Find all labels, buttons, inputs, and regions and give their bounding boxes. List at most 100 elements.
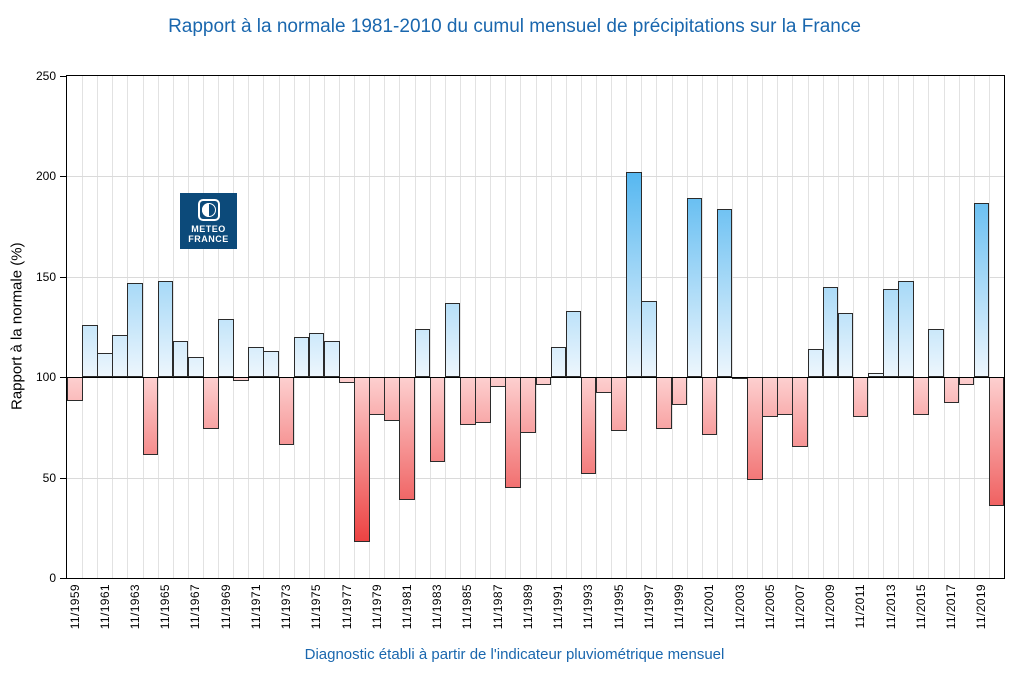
y-axis-tick [60, 377, 66, 379]
x-tick-label: 11/1997 [641, 584, 656, 630]
y-tick-label: 100 [35, 370, 56, 385]
vertical-gridline [852, 76, 854, 578]
bar-1978 [354, 377, 370, 542]
x-tick-label: 11/1973 [279, 584, 294, 630]
y-axis-tick [60, 276, 66, 278]
x-tick-label: 11/1977 [339, 584, 354, 630]
bar-1982 [414, 329, 431, 378]
vertical-gridline [399, 76, 401, 578]
bar-1969 [218, 318, 234, 378]
x-tick-label: 11/1981 [400, 584, 415, 630]
bar-2016 [928, 329, 945, 378]
vertical-gridline [747, 76, 749, 578]
vertical-gridline [792, 76, 794, 578]
vertical-gridline [142, 76, 144, 578]
x-tick-label: 11/2001 [702, 584, 717, 630]
x-tick-label: 11/1991 [551, 584, 566, 630]
bar-1959 [67, 377, 83, 402]
bar-2001 [701, 377, 718, 436]
vertical-gridline [671, 76, 673, 578]
bar-1987 [490, 377, 506, 388]
vertical-gridline [308, 76, 310, 578]
vertical-gridline [97, 76, 99, 578]
vertical-gridline [731, 76, 733, 578]
bar-1964 [142, 377, 159, 456]
horizontal-gridline [67, 176, 1004, 178]
bar-2012 [867, 373, 884, 378]
vertical-gridline [958, 76, 960, 578]
vertical-gridline [913, 76, 915, 578]
baseline-100 [67, 377, 1004, 379]
x-tick-label: 11/2009 [823, 584, 838, 630]
bar-1974 [293, 337, 310, 378]
bar-1975 [308, 333, 325, 378]
bar-2018 [958, 377, 975, 386]
y-tick-label: 150 [35, 269, 56, 284]
vertical-gridline [475, 76, 477, 578]
plot-area: METEO FRANCE [66, 75, 1005, 579]
bar-1966 [172, 341, 189, 378]
bar-1988 [505, 377, 521, 488]
vertical-gridline [429, 76, 431, 578]
vertical-gridline [339, 76, 341, 578]
x-tick-label: 11/1999 [672, 584, 687, 630]
x-tick-label: 11/1969 [218, 584, 233, 630]
vertical-gridline [520, 76, 522, 578]
bar-2014 [898, 280, 914, 378]
bar-2006 [777, 377, 793, 416]
bar-1985 [459, 377, 476, 426]
x-tick-label: 11/2011 [853, 584, 868, 629]
bar-1971 [248, 347, 264, 378]
vertical-gridline [278, 76, 280, 578]
vertical-gridline [414, 76, 416, 578]
bar-1994 [595, 377, 612, 394]
vertical-gridline [928, 76, 930, 578]
x-tick-label: 11/1975 [309, 584, 324, 630]
bar-1999 [671, 377, 688, 406]
bar-1984 [444, 302, 461, 378]
horizontal-gridline [67, 276, 1004, 278]
vertical-gridline [988, 76, 990, 578]
x-tick-label: 11/1965 [158, 584, 173, 630]
bar-1979 [369, 377, 385, 416]
x-tick-label: 11/1987 [490, 584, 505, 630]
bar-1983 [429, 377, 446, 462]
bar-2015 [913, 377, 929, 416]
logo-text-line1: METEO [191, 223, 226, 234]
x-tick-label: 11/2003 [732, 584, 747, 630]
x-tick-label: 11/1971 [248, 584, 263, 630]
bar-1963 [127, 282, 144, 378]
x-tick-label: 11/1983 [430, 584, 445, 630]
vertical-gridline [595, 76, 597, 578]
x-tick-label: 11/2007 [792, 584, 807, 630]
x-tick-label: 11/1995 [611, 584, 626, 630]
x-tick-label: 11/1985 [460, 584, 475, 630]
bar-1990 [535, 377, 552, 386]
vertical-gridline [172, 76, 174, 578]
vertical-gridline [369, 76, 371, 578]
bar-1993 [580, 377, 597, 474]
bar-1991 [550, 347, 567, 378]
vertical-gridline [777, 76, 779, 578]
bar-2010 [837, 312, 854, 378]
y-axis-tick [60, 176, 66, 178]
bar-1986 [475, 377, 491, 424]
x-tick-label: 11/2017 [944, 584, 959, 630]
chart-title: Rapport à la normale 1981-2010 du cumul … [168, 16, 861, 37]
x-tick-label: 11/1967 [188, 584, 203, 630]
vertical-gridline [263, 76, 265, 578]
y-tick-label: 50 [42, 470, 56, 485]
x-tick-label: 11/1963 [128, 584, 142, 630]
vertical-gridline [611, 76, 613, 578]
vertical-gridline [867, 76, 869, 578]
bar-2008 [807, 349, 824, 378]
bar-1960 [82, 324, 98, 378]
bar-1981 [399, 377, 416, 500]
vertical-gridline [203, 76, 205, 578]
x-tick-label: 11/2019 [974, 584, 989, 630]
vertical-gridline [354, 76, 356, 578]
bar-1976 [323, 341, 340, 378]
vertical-gridline [550, 76, 552, 578]
vertical-gridline [701, 76, 703, 578]
